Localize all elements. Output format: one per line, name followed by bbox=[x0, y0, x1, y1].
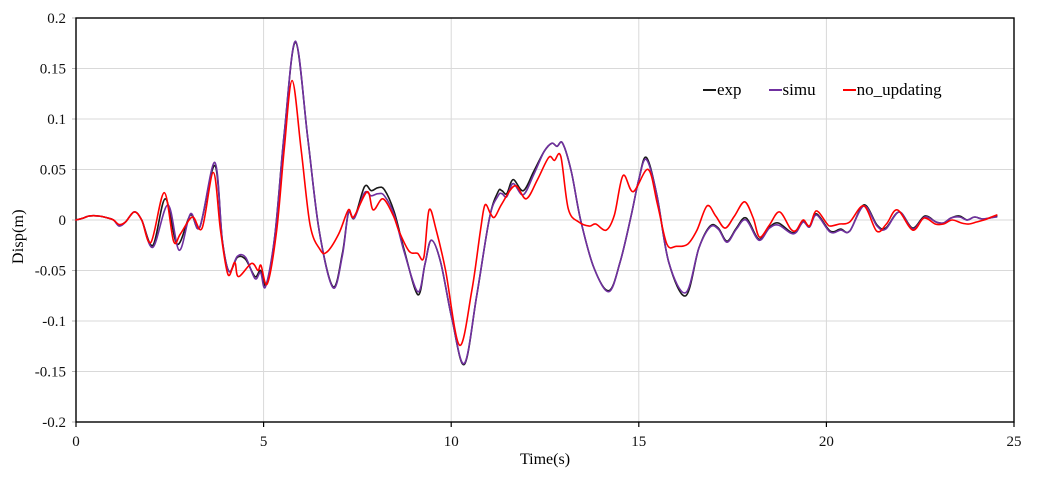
svg-text:15: 15 bbox=[631, 434, 646, 450]
legend-label: exp bbox=[717, 80, 742, 99]
legend-line-sample-simu bbox=[768, 89, 782, 91]
svg-text:0: 0 bbox=[59, 213, 67, 229]
svg-text:5: 5 bbox=[260, 434, 268, 450]
svg-text:-0.05: -0.05 bbox=[35, 264, 66, 280]
legend-item-simu: simu bbox=[768, 80, 816, 100]
legend-label: no_updating bbox=[856, 80, 942, 99]
y-axis-title: Disp(m) bbox=[10, 209, 27, 264]
svg-text:25: 25 bbox=[1007, 434, 1022, 450]
legend: exp simu no_updating bbox=[703, 80, 942, 100]
legend-label: simu bbox=[782, 80, 816, 99]
svg-text:10: 10 bbox=[444, 434, 459, 450]
legend-line-sample-exp bbox=[703, 89, 716, 91]
svg-text:0.15: 0.15 bbox=[40, 62, 66, 78]
series-lines bbox=[75, 40, 998, 366]
svg-text:0: 0 bbox=[72, 434, 80, 450]
legend-line-sample-no-updating bbox=[842, 89, 856, 91]
svg-text:20: 20 bbox=[819, 434, 834, 450]
svg-text:-0.2: -0.2 bbox=[42, 415, 66, 431]
svg-text:0.2: 0.2 bbox=[47, 11, 66, 27]
svg-text:0.05: 0.05 bbox=[40, 163, 66, 179]
svg-text:0.1: 0.1 bbox=[47, 112, 66, 128]
svg-text:-0.1: -0.1 bbox=[42, 314, 66, 330]
x-axis-title: Time(s) bbox=[519, 451, 571, 468]
axis-tick-labels: 0 5 10 15 20 25 0.2 0.15 0.1 0.05 0 -0.05 -0.1 -0.15 -… bbox=[35, 11, 1022, 450]
svg-text:-0.15: -0.15 bbox=[35, 365, 66, 381]
legend-item-exp: exp bbox=[703, 80, 742, 100]
legend-item-no-updating: no_updating bbox=[842, 80, 942, 100]
